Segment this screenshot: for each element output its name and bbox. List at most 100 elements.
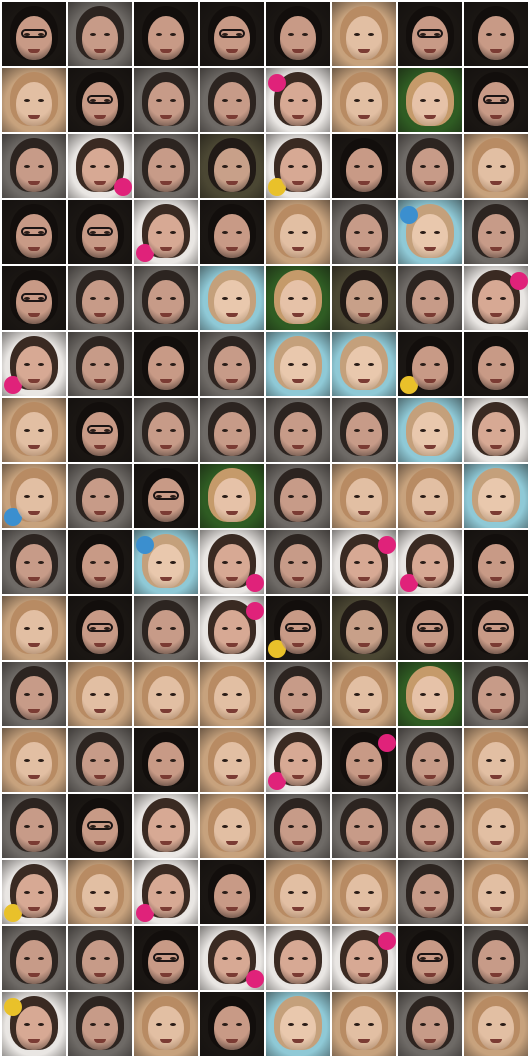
- eye: [434, 297, 440, 300]
- face: [16, 82, 52, 126]
- eye: [104, 33, 110, 36]
- face: [214, 82, 250, 126]
- face-tile: [398, 134, 462, 198]
- eye: [420, 231, 426, 234]
- background-accent: [268, 178, 286, 196]
- face-tile: [332, 266, 396, 330]
- face: [280, 1006, 316, 1050]
- mouth: [424, 115, 436, 119]
- face-tile: [68, 266, 132, 330]
- mouth: [28, 1039, 40, 1043]
- face-tile: [464, 68, 528, 132]
- mouth: [490, 1039, 502, 1043]
- eye: [500, 825, 506, 828]
- face-tile: [134, 134, 198, 198]
- face-tile: [332, 728, 396, 792]
- face: [346, 478, 382, 522]
- eye: [486, 33, 492, 36]
- eye: [24, 363, 30, 366]
- mouth: [160, 907, 172, 911]
- face: [214, 346, 250, 390]
- eye: [486, 627, 492, 630]
- face: [16, 478, 52, 522]
- eye: [302, 759, 308, 762]
- mouth: [160, 709, 172, 713]
- mouth: [358, 181, 370, 185]
- eye: [368, 561, 374, 564]
- eye: [90, 891, 96, 894]
- face-tile: [134, 266, 198, 330]
- face-tile: [200, 134, 264, 198]
- face-tile: [2, 200, 66, 264]
- mouth: [226, 313, 238, 317]
- eye: [288, 99, 294, 102]
- eye: [434, 363, 440, 366]
- face-tile: [464, 992, 528, 1056]
- face: [412, 280, 448, 324]
- eye: [368, 627, 374, 630]
- eye: [486, 561, 492, 564]
- background-accent: [136, 536, 154, 554]
- face-tile: [134, 860, 198, 924]
- face: [412, 610, 448, 654]
- eye: [288, 429, 294, 432]
- face-tile: [332, 530, 396, 594]
- face: [214, 808, 250, 852]
- mouth: [226, 379, 238, 383]
- eye: [354, 495, 360, 498]
- eye: [434, 1023, 440, 1026]
- eye: [302, 1023, 308, 1026]
- eye: [24, 891, 30, 894]
- mouth: [94, 445, 106, 449]
- mouth: [28, 643, 40, 647]
- face: [412, 544, 448, 588]
- face-tile: [266, 662, 330, 726]
- face: [16, 676, 52, 720]
- mouth: [160, 247, 172, 251]
- face: [148, 808, 184, 852]
- face-tile: [266, 200, 330, 264]
- eye: [500, 693, 506, 696]
- face-tile: [2, 266, 66, 330]
- face-tile: [68, 728, 132, 792]
- mouth: [28, 181, 40, 185]
- eye: [156, 165, 162, 168]
- eye: [288, 825, 294, 828]
- eye: [354, 1023, 360, 1026]
- face: [214, 1006, 250, 1050]
- eye: [90, 231, 96, 234]
- face-tile: [2, 332, 66, 396]
- eye: [500, 231, 506, 234]
- eye: [24, 99, 30, 102]
- face-tile: [332, 332, 396, 396]
- face-tile: [200, 926, 264, 990]
- face: [280, 874, 316, 918]
- face-tile: [2, 728, 66, 792]
- face-tile: [2, 992, 66, 1056]
- eye: [104, 759, 110, 762]
- mouth: [490, 445, 502, 449]
- face-tile: [464, 662, 528, 726]
- eye: [354, 825, 360, 828]
- eye: [90, 1023, 96, 1026]
- face: [478, 82, 514, 126]
- face-tile: [68, 200, 132, 264]
- face-tile: [332, 794, 396, 858]
- eye: [156, 297, 162, 300]
- eye: [368, 165, 374, 168]
- eye: [170, 33, 176, 36]
- face-tile: [464, 200, 528, 264]
- mouth: [292, 841, 304, 845]
- face-tile: [2, 596, 66, 660]
- face-tile: [68, 2, 132, 66]
- eye: [420, 1023, 426, 1026]
- eye: [24, 957, 30, 960]
- eye: [24, 627, 30, 630]
- eye: [500, 429, 506, 432]
- eye: [90, 693, 96, 696]
- glasses: [483, 623, 509, 632]
- eye: [222, 297, 228, 300]
- eye: [24, 825, 30, 828]
- face: [478, 280, 514, 324]
- eye: [434, 891, 440, 894]
